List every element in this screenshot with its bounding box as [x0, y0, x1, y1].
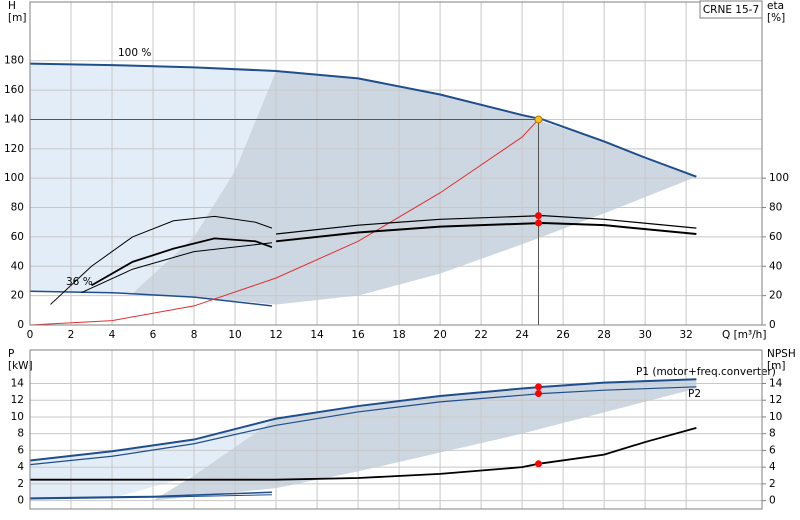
curve-label: 36 % [66, 276, 93, 288]
curve [275, 221, 697, 243]
curve [29, 386, 697, 466]
y-tick-label: 100 [4, 172, 24, 184]
y-axis-title: P [8, 348, 14, 360]
duty-point [535, 219, 543, 227]
x-tick-label: 16 [351, 329, 365, 341]
curve-label: P2 [688, 388, 701, 400]
x-tick-label: 26 [556, 329, 570, 341]
x-tick-label: 30 [638, 329, 651, 341]
y2-axis-title: eta [767, 0, 784, 12]
x-tick-label: 2 [68, 329, 75, 341]
model-box [699, 0, 763, 19]
x-tick-label: 4 [109, 329, 116, 341]
y-tick-label: 6 [17, 444, 24, 456]
x-tick-label: 22 [474, 329, 487, 341]
y2-tick-label: 8 [769, 428, 776, 440]
x-tick-label: 8 [191, 329, 198, 341]
curve [81, 242, 273, 294]
y-tick-label: 4 [17, 461, 24, 473]
y2-tick-label: 100 [769, 172, 789, 184]
x-axis-title: Q [m³/h] [722, 329, 766, 341]
curve [50, 215, 273, 305]
x-tick-label: 0 [27, 329, 34, 341]
y-tick-label: 12 [11, 394, 24, 406]
y-tick-label: 2 [17, 478, 24, 490]
y-tick-label: 180 [4, 55, 24, 67]
y2-tick-label: 2 [769, 478, 776, 490]
y2-tick-label: 14 [769, 377, 783, 389]
curve [30, 426, 697, 481]
curve [29, 119, 539, 326]
curve-label: 100 % [118, 47, 151, 59]
y-tick-label: 20 [11, 290, 24, 302]
operating-region [153, 379, 697, 501]
duty-point [535, 383, 543, 391]
x-tick-label: 6 [150, 329, 157, 341]
x-tick-label: 28 [597, 329, 610, 341]
y-tick-label: 80 [11, 202, 24, 214]
y2-tick-label: 12 [769, 394, 782, 406]
y-tick-label: 10 [11, 411, 24, 423]
x-tick-label: 24 [515, 329, 529, 341]
y2-axis-title: [%] [767, 12, 785, 24]
operating-region [132, 71, 697, 305]
y2-tick-label: 0 [769, 319, 776, 331]
y-tick-label: 60 [11, 231, 24, 243]
x-tick-label: 32 [679, 329, 692, 341]
y-axis-title: [m] [8, 12, 26, 24]
y-tick-label: 0 [17, 319, 24, 331]
y2-axis-title: NPSH [767, 348, 796, 360]
duty-point [535, 460, 543, 468]
duty-point [535, 212, 543, 220]
y2-tick-label: 4 [769, 461, 776, 473]
y-tick-label: 140 [4, 113, 24, 125]
curve [91, 237, 273, 287]
y-tick-label: 14 [11, 377, 25, 389]
y-tick-label: 40 [11, 260, 24, 272]
plot-frame [29, 1, 763, 326]
y2-tick-label: 60 [769, 231, 782, 243]
x-tick-label: 18 [392, 329, 405, 341]
y2-tick-label: 10 [769, 411, 782, 423]
y-tick-label: 0 [17, 495, 24, 507]
y2-tick-label: 40 [769, 260, 782, 272]
model-name: CRNE 15-7 [703, 4, 759, 16]
y2-tick-label: 20 [769, 290, 782, 302]
curve-label: P1 (motor+freq.converter) [636, 366, 776, 378]
y2-axis-title: [m] [767, 360, 785, 372]
x-tick-label: 12 [269, 329, 282, 341]
curve [29, 494, 272, 500]
curve [29, 290, 273, 307]
x-tick-label: 14 [310, 329, 324, 341]
y-tick-label: 160 [4, 84, 24, 96]
y-axis-title: H [8, 0, 16, 12]
y2-tick-label: 0 [769, 495, 776, 507]
curve [29, 62, 697, 178]
duty-point [534, 115, 543, 124]
y-tick-label: 120 [4, 143, 24, 155]
x-tick-label: 10 [228, 329, 241, 341]
x-tick-label: 20 [433, 329, 446, 341]
y-axis-title: [kW] [8, 360, 33, 372]
y-tick-label: 8 [17, 428, 24, 440]
duty-point [535, 390, 543, 398]
y2-tick-label: 6 [769, 444, 776, 456]
curve [275, 215, 697, 235]
curve [29, 491, 272, 499]
curve [29, 378, 697, 462]
y2-tick-label: 80 [769, 202, 782, 214]
plot-frame [29, 349, 763, 510]
